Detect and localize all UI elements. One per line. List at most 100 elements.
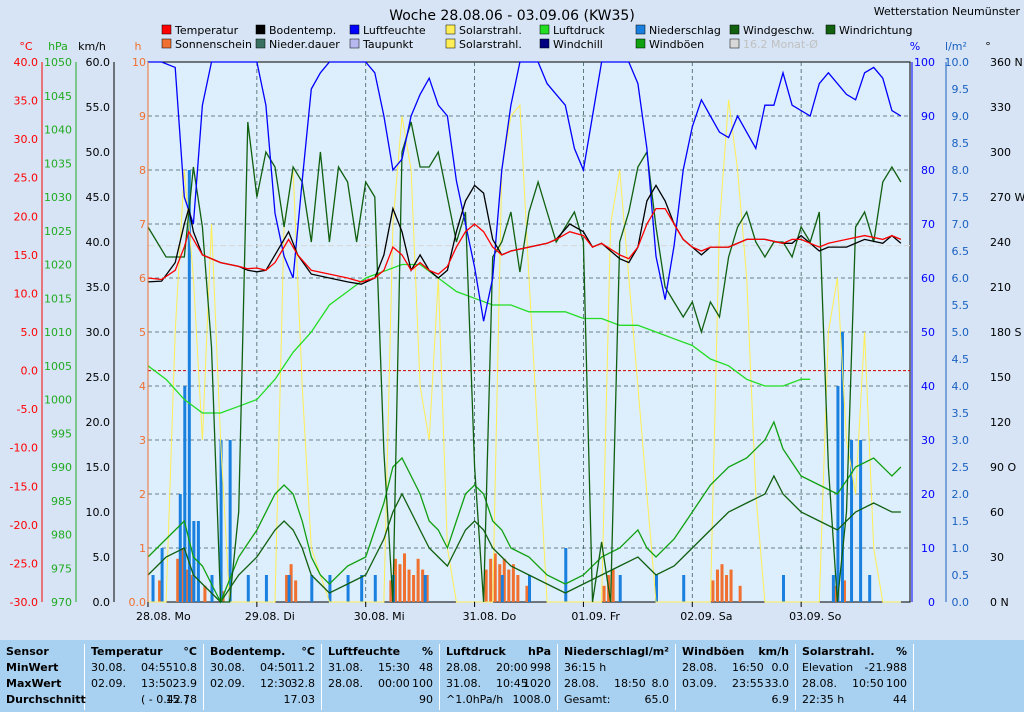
rain-bar xyxy=(373,575,377,602)
dir-tick-label: 210 xyxy=(990,281,1011,294)
wind-tick-label: 15.0 xyxy=(86,461,111,474)
table-row: 02.09. 13:50 23.9 xyxy=(91,676,197,692)
table-row: Solarstrahl.% xyxy=(802,644,907,660)
x-tick-label: 29.08. Di xyxy=(245,610,295,623)
temp-tick-label: -10.0 xyxy=(10,442,38,455)
table-row: 31.08. 10:45 1020 xyxy=(446,676,551,692)
legend-swatch xyxy=(161,38,172,49)
legend-swatch xyxy=(729,24,740,35)
wind-tick-label: 25.0 xyxy=(86,371,111,384)
table-cell-date: 28.08. xyxy=(564,677,599,690)
rain-tick-label: 3.5 xyxy=(952,407,970,420)
temp-tick-label: 35.0 xyxy=(14,95,39,108)
legend-swatch xyxy=(539,24,550,35)
wind-tick-label: 55.0 xyxy=(86,101,111,114)
table-cell-date: 28.08. xyxy=(682,661,717,674)
rain-bar xyxy=(160,548,164,602)
legend-swatch xyxy=(255,24,266,35)
legend-swatch xyxy=(445,38,456,49)
legend-label: Solarstrahl. xyxy=(459,24,522,37)
temp-unit-label: °C xyxy=(19,40,33,53)
wind-tick-label: 50.0 xyxy=(86,146,111,159)
table-cell-date: 31.08. xyxy=(446,677,481,690)
sunshine-bar xyxy=(711,580,715,602)
table-header: Luftfeuchte xyxy=(328,645,401,658)
table-unit: °C xyxy=(183,645,197,658)
legend-label: Windrichtung xyxy=(839,24,912,37)
temp-tick-label: -20.0 xyxy=(10,519,38,532)
hours-tick-label: 8 xyxy=(139,164,146,177)
table-row: 02.09. 12:30 32.8 xyxy=(210,676,315,692)
legend-label: Windchill xyxy=(553,38,603,51)
dir-tick-label: 360 N xyxy=(990,56,1023,69)
table-cell-date: 28.08. xyxy=(328,677,363,690)
table-header: Bodentemp. xyxy=(210,645,286,658)
table-cell-date: 36:15 h xyxy=(564,661,607,674)
temp-tick-label: 10.0 xyxy=(14,287,39,300)
table-cell-value: 90 xyxy=(419,693,433,706)
x-tick-label: 30.08. Mi xyxy=(354,610,405,623)
rain-bar xyxy=(831,575,835,602)
table-unit: % xyxy=(895,645,907,658)
hours-tick-label: 1 xyxy=(139,542,146,555)
dir-tick-label: 270 W xyxy=(990,191,1024,204)
press-tick-label: 1000 xyxy=(44,394,72,407)
press-tick-label: 1035 xyxy=(44,157,72,170)
table-cell-date: 22:35 h xyxy=(802,693,845,706)
percent-tick-label: 50 xyxy=(921,326,935,339)
x-tick-label: 28.08. Mo xyxy=(136,610,191,623)
sunshine-bar xyxy=(189,575,193,602)
rain-bar xyxy=(210,575,214,602)
rain-bar xyxy=(246,575,250,602)
sunshine-bar xyxy=(720,564,724,602)
table-header: Niederschlag xyxy=(564,645,646,658)
temp-tick-label: 40.0 xyxy=(14,56,39,69)
table-cell-value: 44 xyxy=(893,693,907,706)
rain-tick-label: 8.5 xyxy=(952,137,970,150)
rain-bar xyxy=(500,575,504,602)
hours-tick-label: 6 xyxy=(139,272,146,285)
sunshine-bar xyxy=(289,564,293,602)
hours-tick-label: 4 xyxy=(139,380,146,393)
wind-tick-label: 60.0 xyxy=(86,56,111,69)
hours-tick-label: 3 xyxy=(139,434,146,447)
dir-unit-label: ° xyxy=(985,40,991,53)
temp-tick-label: 5.0 xyxy=(21,326,39,339)
sunshine-bar xyxy=(203,585,207,602)
table-cell-time: 10:45 xyxy=(496,677,528,690)
percent-tick-label: 10 xyxy=(921,542,935,555)
sunshine-bar xyxy=(180,548,184,602)
table-unit: °C xyxy=(301,645,315,658)
table-column: Niederschlag l/m² 36:15 h 28.08. 18:50 8.0 Ges… xyxy=(558,644,676,710)
legend-swatch xyxy=(539,38,550,49)
table-cell-value: 6.9 xyxy=(771,693,790,706)
sunshine-bar xyxy=(416,558,420,602)
legend-swatch xyxy=(255,38,266,49)
legend-swatch xyxy=(635,38,646,49)
rain-tick-label: 9.0 xyxy=(952,110,970,123)
table-column: Luftfeuchte% 31.08. 15:30 48 28.08. 00:00 100 9… xyxy=(322,644,440,710)
legend-label: Temperatur xyxy=(174,24,239,37)
rain-tick-label: 6.0 xyxy=(952,272,970,285)
table-row: 30.08. 04:55 10.8 xyxy=(91,660,197,676)
sunshine-bar xyxy=(403,553,406,602)
table-row: Windböen km/h xyxy=(682,644,789,660)
table-cell-value: 8.0 xyxy=(651,677,670,690)
table-unit: % xyxy=(421,645,433,658)
rain-tick-label: 0.0 xyxy=(952,596,970,609)
sunshine-bar xyxy=(158,580,162,602)
sunshine-bar xyxy=(502,558,506,602)
table-cell-time: 00:00 xyxy=(378,677,410,690)
rain-tick-label: 8.0 xyxy=(952,164,970,177)
dir-tick-label: 180 S xyxy=(990,326,1021,339)
sunshine-bar xyxy=(412,575,416,602)
table-cell-value: 1020 xyxy=(523,677,551,690)
series-temperatur xyxy=(147,207,902,283)
rain-bar xyxy=(868,575,872,602)
hours-tick-label: 10 xyxy=(132,56,146,69)
table-cell-value: 100 xyxy=(886,677,907,690)
legend-swatch xyxy=(445,24,456,35)
rain-tick-label: 4.5 xyxy=(952,353,970,366)
legend-label: Niederschlag xyxy=(649,24,721,37)
dir-tick-label: 300 xyxy=(990,146,1011,159)
